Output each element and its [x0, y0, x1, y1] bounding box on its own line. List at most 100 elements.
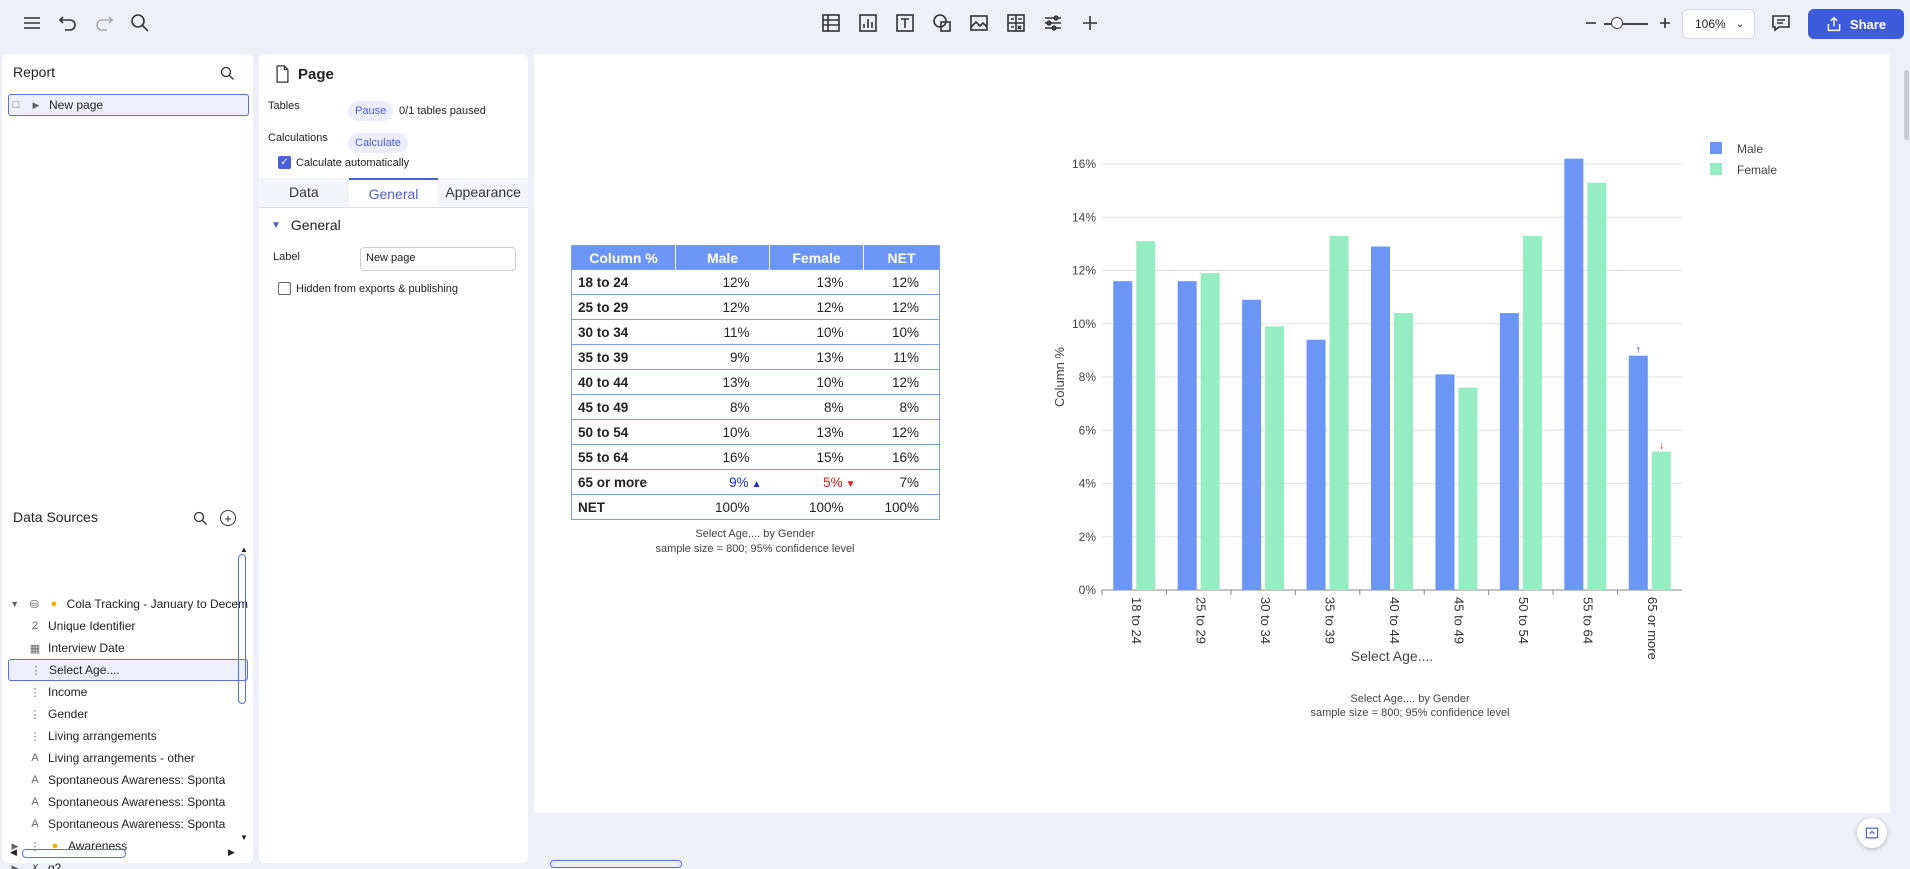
- table-cell: 12%: [863, 269, 940, 295]
- bar-male: [1306, 339, 1326, 590]
- comments-icon[interactable]: [1769, 11, 1793, 35]
- data-source-item[interactable]: ▼ ⛁ ● Cola Tracking - January to Decem: [8, 593, 248, 615]
- bar-male: [1113, 281, 1133, 590]
- caret-right-icon[interactable]: ▶: [11, 840, 19, 851]
- redo-icon[interactable]: [92, 11, 116, 35]
- tree-vertical-scrollbar[interactable]: [238, 554, 246, 704]
- zoom-in-icon[interactable]: [1653, 11, 1677, 35]
- calculate-automatically-checkbox[interactable]: ✓: [278, 156, 291, 169]
- cell-value: 12%: [816, 299, 844, 315]
- tab-general[interactable]: General: [348, 178, 439, 207]
- table-row: 40 to 44 13% 10% 12%: [571, 369, 940, 395]
- report-search-icon[interactable]: [220, 66, 235, 84]
- scroll-down-icon[interactable]: ▼: [240, 833, 248, 842]
- caret-right-icon[interactable]: ▶: [11, 862, 19, 869]
- data-source-item[interactable]: A Spontaneous Awareness: Sponta: [8, 813, 248, 835]
- general-section-header[interactable]: ▼ General: [271, 217, 341, 233]
- calculation-icon[interactable]: [1004, 11, 1028, 35]
- property-tabs: Data General Appearance: [259, 178, 529, 208]
- canvas-vertical-scrollbar[interactable]: [1904, 70, 1909, 140]
- table-row: 35 to 39 9% 13% 11%: [571, 344, 940, 370]
- x-tick-label: 45 to 49: [1451, 597, 1466, 644]
- tab-data[interactable]: Data: [259, 178, 349, 207]
- table-cell: 9%: [675, 344, 770, 370]
- data-source-item[interactable]: A Living arrangements - other: [8, 747, 248, 769]
- zoom-out-icon[interactable]: [1579, 11, 1603, 35]
- bar-female: [1200, 273, 1220, 590]
- caret-right-icon[interactable]: ▶: [32, 99, 40, 110]
- bar-chart[interactable]: 0% 2% 4% 6% 8% 10% 12% 14% 16% ↑ ↓ 18 to 24 25 to 29…: [1040, 130, 1800, 730]
- zoom-select[interactable]: 106% ⌄: [1682, 9, 1755, 39]
- table-cell: 12%: [863, 419, 940, 445]
- y-tick-label: 8%: [1079, 370, 1097, 384]
- table-cell: 13%: [769, 419, 864, 445]
- data-source-item[interactable]: ⋮ Select Age....: [8, 659, 248, 681]
- zoom-slider[interactable]: [1604, 23, 1648, 25]
- caret-down-icon: ▼: [271, 219, 281, 231]
- image-icon[interactable]: [967, 11, 991, 35]
- page-item-new-page[interactable]: □ ▶ New page: [8, 94, 249, 116]
- data-sources-search-icon[interactable]: [193, 511, 208, 529]
- bar-male: [1564, 158, 1584, 591]
- cell-value: 12%: [891, 374, 919, 390]
- canvas-horizontal-scrollbar[interactable]: [550, 860, 682, 868]
- table-cell: 13%: [769, 269, 864, 295]
- data-source-item[interactable]: ⋮ Income: [8, 681, 248, 703]
- data-source-item[interactable]: ▦ Interview Date: [8, 637, 248, 659]
- data-source-item-label: Spontaneous Awareness: Sponta: [48, 817, 226, 831]
- menu-icon[interactable]: [20, 11, 44, 35]
- cell-value: 10%: [816, 324, 844, 340]
- search-icon[interactable]: [128, 11, 152, 35]
- share-button[interactable]: Share: [1808, 9, 1904, 39]
- table-header-row: Column % Male Female NET: [571, 245, 940, 270]
- data-source-item[interactable]: ⋮ Gender: [8, 703, 248, 725]
- undo-icon[interactable]: [56, 11, 80, 35]
- data-source-item[interactable]: ⋮ Living arrangements: [8, 725, 248, 747]
- zoom-slider-handle[interactable]: [1611, 17, 1623, 29]
- y-tick-label: 0%: [1079, 583, 1097, 597]
- table-cell: 10%: [675, 419, 770, 445]
- add-data-source-icon[interactable]: +: [220, 510, 236, 526]
- tab-appearance[interactable]: Appearance: [438, 178, 529, 207]
- bar-male: [1628, 355, 1648, 590]
- data-source-item[interactable]: A Spontaneous Awareness: Sponta: [8, 791, 248, 813]
- hidden-checkbox[interactable]: [278, 282, 291, 295]
- zoom-value: 106%: [1695, 17, 1726, 31]
- table-row: 55 to 64 16% 15% 16%: [571, 444, 940, 470]
- hidden-row: Hidden from exports & publishing: [278, 282, 458, 295]
- pause-button[interactable]: Pause: [348, 101, 394, 121]
- table-cell: 5% ▼: [769, 469, 864, 495]
- text-variable-icon: A: [31, 796, 39, 808]
- add-icon[interactable]: [1078, 11, 1102, 35]
- crosstab-table[interactable]: Column % Male Female NET 18 to 24 12% 13% 1…: [571, 245, 940, 520]
- table-cell: 100%: [769, 494, 864, 520]
- chart-icon[interactable]: [856, 11, 880, 35]
- data-source-item[interactable]: 2 Unique Identifier: [8, 615, 248, 637]
- page-thumbnail-button[interactable]: [1857, 818, 1887, 848]
- tree-horizontal-scrollbar[interactable]: [22, 849, 126, 858]
- calculate-button[interactable]: Calculate: [348, 133, 408, 153]
- table-caption: Select Age.... by Gender sample size = 8…: [620, 527, 890, 557]
- table-icon[interactable]: [819, 11, 843, 35]
- legend-label: Female: [1737, 163, 1777, 177]
- legend-label: Male: [1737, 142, 1763, 156]
- data-source-item[interactable]: ▶ ✗ q2: [8, 857, 248, 869]
- categorical-icon: ⋮: [30, 664, 42, 677]
- scroll-up-icon[interactable]: ▲: [240, 545, 248, 554]
- cell-value: 9%: [729, 474, 749, 490]
- text-box-icon[interactable]: [893, 11, 917, 35]
- scroll-left-icon[interactable]: ◀: [10, 847, 17, 857]
- data-source-item-label: Unique Identifier: [48, 619, 136, 633]
- data-source-item[interactable]: A Spontaneous Awareness: Sponta: [8, 769, 248, 791]
- cell-value: 15%: [816, 449, 844, 465]
- bar-male: [1435, 374, 1455, 590]
- row-label: 65 or more: [578, 474, 648, 490]
- label-input[interactable]: New page: [360, 247, 516, 271]
- shapes-icon[interactable]: [930, 11, 954, 35]
- caret-down-icon[interactable]: ▼: [10, 599, 20, 609]
- page-header: Page: [275, 65, 334, 83]
- filter-sliders-icon[interactable]: [1041, 11, 1065, 35]
- row-label: 25 to 29: [578, 299, 629, 315]
- scroll-right-icon[interactable]: ▶: [228, 847, 235, 857]
- table-cell: 13%: [675, 369, 770, 395]
